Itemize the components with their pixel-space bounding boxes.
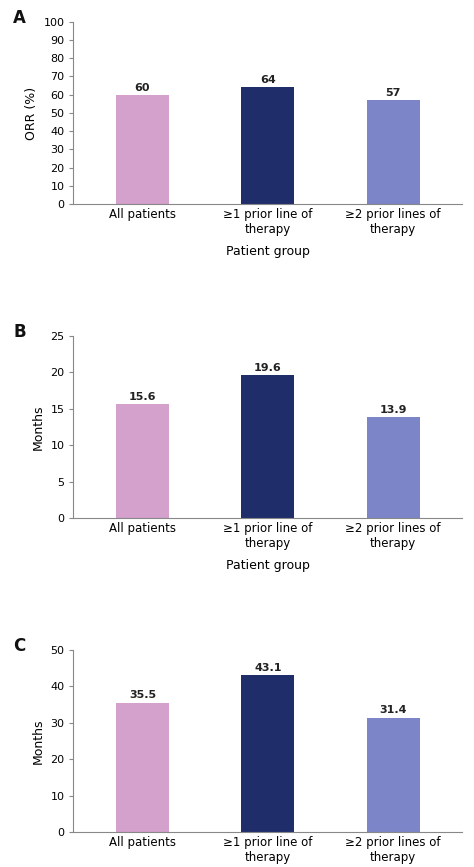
Bar bbox=[116, 404, 169, 518]
X-axis label: Patient group: Patient group bbox=[226, 559, 310, 571]
Bar bbox=[241, 675, 294, 832]
Text: 13.9: 13.9 bbox=[380, 405, 407, 414]
Bar bbox=[367, 417, 419, 518]
Text: 31.4: 31.4 bbox=[380, 706, 407, 715]
Text: 15.6: 15.6 bbox=[128, 392, 156, 402]
Y-axis label: Months: Months bbox=[32, 404, 45, 450]
Y-axis label: Months: Months bbox=[32, 718, 45, 764]
Bar bbox=[367, 101, 419, 205]
Text: 19.6: 19.6 bbox=[254, 363, 282, 373]
Text: 60: 60 bbox=[135, 82, 150, 93]
Bar bbox=[241, 88, 294, 205]
Text: 64: 64 bbox=[260, 75, 276, 85]
X-axis label: Patient group: Patient group bbox=[226, 244, 310, 257]
Text: 35.5: 35.5 bbox=[129, 690, 156, 701]
Text: 57: 57 bbox=[385, 88, 401, 98]
Bar bbox=[367, 718, 419, 832]
Bar bbox=[241, 375, 294, 518]
Text: C: C bbox=[13, 637, 26, 655]
Y-axis label: ORR (%): ORR (%) bbox=[25, 87, 38, 140]
Bar bbox=[116, 702, 169, 832]
Text: 43.1: 43.1 bbox=[254, 662, 282, 673]
Bar bbox=[116, 95, 169, 205]
Text: A: A bbox=[13, 9, 26, 27]
Text: B: B bbox=[13, 323, 26, 341]
